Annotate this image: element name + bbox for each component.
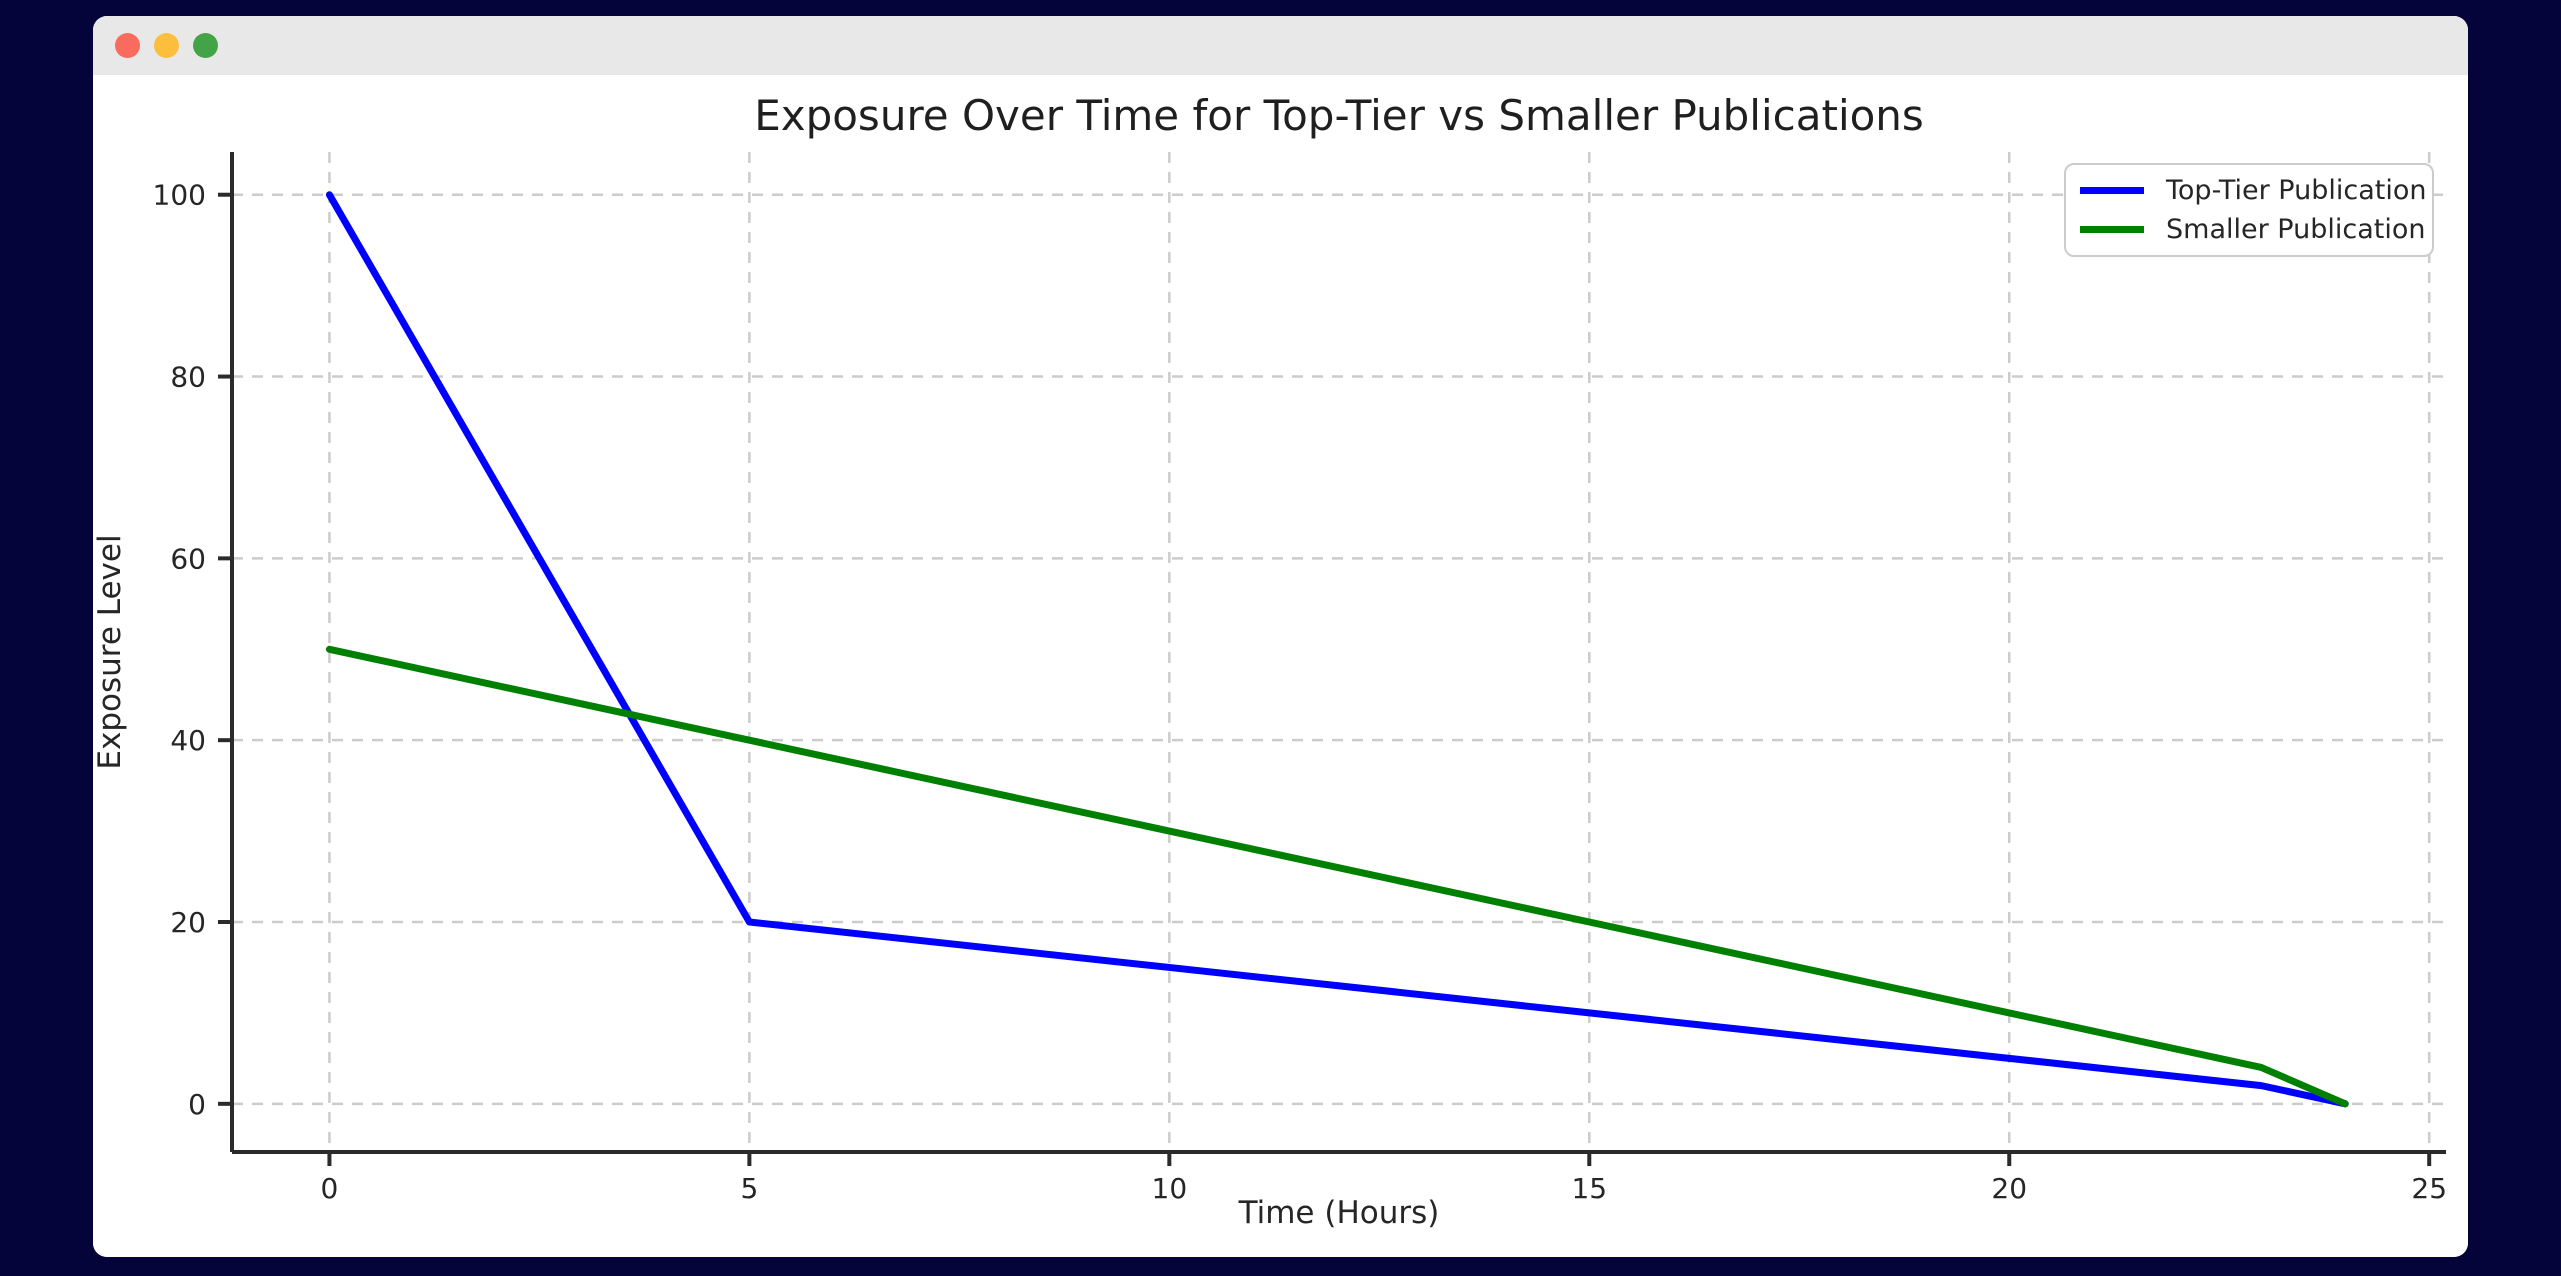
legend: Top-Tier Publication Smaller Publication — [2064, 163, 2434, 257]
legend-swatch-line — [2080, 187, 2144, 194]
minimize-button[interactable] — [154, 33, 179, 58]
y-tick-label: 100 — [153, 179, 206, 212]
x-tick-label: 15 — [1571, 1172, 1607, 1205]
legend-swatch-line — [2080, 226, 2144, 233]
legend-label: Smaller Publication — [2166, 214, 2426, 245]
chart-title: Exposure Over Time for Top-Tier vs Small… — [754, 91, 1924, 140]
y-tick-label: 20 — [170, 906, 206, 939]
figure-canvas: Exposure Over Time for Top-Tier vs Small… — [93, 75, 2468, 1257]
legend-label: Top-Tier Publication — [2166, 175, 2427, 206]
app-window: Exposure Over Time for Top-Tier vs Small… — [93, 16, 2468, 1257]
y-axis-label: Exposure Level — [93, 534, 128, 770]
zoom-button[interactable] — [193, 33, 218, 58]
y-tick-label: 60 — [170, 542, 206, 575]
plot-area: 0 5 10 15 20 25 0 20 40 60 80 100 — [153, 152, 2447, 1205]
x-tick-label: 0 — [321, 1172, 339, 1205]
y-tick-label: 80 — [170, 361, 206, 394]
x-tick-label: 25 — [2411, 1172, 2447, 1205]
x-tick-label: 5 — [740, 1172, 758, 1205]
legend-item: Smaller Publication — [2080, 214, 2425, 245]
window-titlebar — [93, 16, 2468, 75]
legend-item: Top-Tier Publication — [2080, 175, 2426, 206]
series-line-top-tier-publication — [325, 191, 2349, 1108]
x-tick-label: 10 — [1152, 1172, 1188, 1205]
x-axis-label: Time (Hours) — [1238, 1195, 1440, 1231]
series-line-smaller-publication — [325, 645, 2349, 1108]
y-tick-label: 0 — [188, 1088, 206, 1121]
close-button[interactable] — [115, 33, 140, 58]
y-tick-label: 40 — [170, 724, 206, 757]
x-tick-label: 20 — [1991, 1172, 2027, 1205]
